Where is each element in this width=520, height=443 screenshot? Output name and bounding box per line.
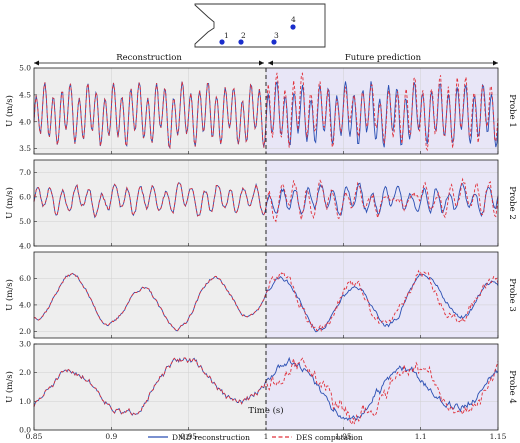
y-tick-label: 5.0	[19, 217, 31, 226]
x-tick-label: 1.15	[490, 432, 507, 441]
panel-1: 3.5 4.0 4.5 5.0 U (m/s) Probe 1	[4, 64, 517, 155]
x-tick-label: 0.95	[180, 432, 197, 441]
y-tick-label: 4.0	[19, 117, 31, 126]
future-region	[266, 252, 498, 338]
y-tick-label: 7.0	[19, 168, 31, 177]
x-tick-label: 1.05	[335, 432, 352, 441]
geometry-sketch: 1 2 3 4	[194, 3, 326, 48]
series-dmd-reconstruction	[33, 272, 499, 333]
y-tick-label: 1.0	[19, 397, 31, 406]
reconstruction-label: Reconstruction	[116, 53, 182, 63]
panel-frame	[33, 67, 499, 155]
y-tick-label: 3.0	[19, 340, 31, 349]
series-des-computation	[33, 269, 499, 333]
chart-panels: 3.5 4.0 4.5 5.0 U (m/s) Probe 1 4.0 5.0 6.0 7.0 U …	[4, 64, 517, 442]
y-axis-label: U (m/s)	[4, 95, 15, 127]
probe-marker-1	[219, 39, 225, 45]
probe-marker-label-4: 4	[291, 15, 296, 24]
y-tick-label: 4.0	[19, 242, 31, 251]
future-prediction-label: Future prediction	[345, 53, 422, 63]
legend-des-label: DES computation	[296, 433, 363, 442]
series-des-computation	[33, 177, 499, 223]
panel-3: 2.0 4.0 6.0 U (m/s) Probe 3	[4, 251, 517, 339]
future-arrow-left-head	[268, 60, 273, 66]
y-tick-label: 6.0	[19, 274, 31, 283]
probe-label: Probe 3	[507, 278, 517, 311]
x-axis-label: Time (s)	[248, 405, 283, 416]
legend: DMD reconstruction DES computation	[148, 433, 363, 442]
x-tick-label: 1.1	[415, 432, 427, 441]
y-tick-label: 0.0	[19, 426, 31, 435]
range-arrows: Reconstruction Future prediction	[34, 53, 498, 66]
panel-frame	[33, 251, 499, 339]
panel-4: 0.0 1.0 2.0 3.0 U (m/s) Probe 4	[4, 340, 517, 435]
y-tick-label: 5.0	[19, 64, 31, 73]
probe-label: Probe 4	[507, 370, 517, 403]
reconstruction-region	[34, 160, 266, 246]
probe-label: Probe 1	[507, 94, 517, 127]
y-tick-label: 3.5	[19, 144, 31, 153]
probe-marker-2	[238, 39, 244, 45]
x-tick-label: 0.85	[26, 432, 43, 441]
probe-marker-label-1: 1	[224, 31, 229, 40]
reconstruction-region	[34, 252, 266, 338]
y-axis-label: U (m/s)	[4, 279, 15, 311]
y-tick-label: 4.0	[19, 300, 31, 309]
probe-marker-4	[290, 24, 296, 30]
probe-marker-label-3: 3	[274, 31, 279, 40]
reconstruction-arrow-right-head	[259, 60, 264, 66]
panel-frame	[33, 343, 499, 431]
y-tick-label: 2.0	[19, 368, 31, 377]
x-tick-label: 1	[264, 432, 269, 441]
legend-dmd-label: DMD reconstruction	[172, 433, 250, 442]
y-tick-label: 2.0	[19, 327, 31, 336]
probe-marker-3	[271, 39, 277, 45]
reconstruction-arrow-left-head	[34, 60, 39, 66]
future-arrow-right-head	[493, 60, 498, 66]
probe-label: Probe 2	[507, 186, 517, 219]
y-tick-label: 4.5	[19, 90, 31, 99]
y-axis-label: U (m/s)	[4, 187, 15, 219]
reconstruction-region	[34, 344, 266, 430]
panel-frame	[33, 159, 499, 247]
y-axis-label: U (m/s)	[4, 371, 15, 403]
probe-marker-label-2: 2	[241, 31, 246, 40]
geometry-outline	[194, 3, 326, 48]
panel-2: 4.0 5.0 6.0 7.0 U (m/s) Probe 2	[4, 159, 517, 251]
y-tick-label: 6.0	[19, 192, 31, 201]
x-tick-label: 0.9	[105, 432, 117, 441]
series-des-computation	[33, 72, 499, 152]
